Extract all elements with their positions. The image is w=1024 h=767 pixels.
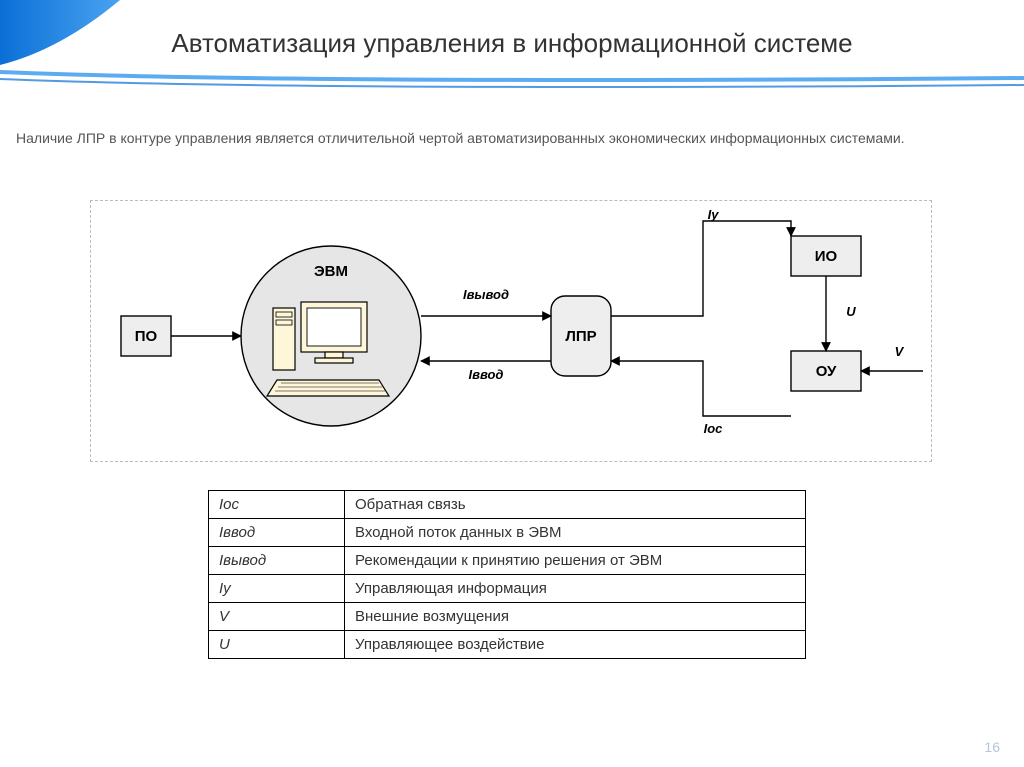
edge-lpr-evm-in-label: Iввод (469, 367, 504, 382)
edge-evm-lpr-out-label: Iвывод (463, 287, 509, 302)
intro-text: Наличие ЛПР в контуре управления являетс… (16, 125, 1008, 152)
legend-symbol: Iввод (209, 519, 345, 547)
legend-symbol: Iос (209, 491, 345, 519)
legend-symbol: V (209, 603, 345, 631)
table-row: VВнешние возмущения (209, 603, 806, 631)
legend-desc: Обратная связь (345, 491, 806, 519)
table-row: IвводВходной поток данных в ЭВМ (209, 519, 806, 547)
edge-io-oy-label: U (846, 304, 856, 319)
legend-symbol: U (209, 631, 345, 659)
legend-table: IосОбратная связьIвводВходной поток данн… (208, 490, 806, 659)
diagram-frame: ЭВМ ПО ЛПР ИО ОУ Iвывод Iввод Iу U Iос V (90, 200, 932, 462)
page-title: Автоматизация управления в информационно… (0, 28, 1024, 59)
legend-desc: Входной поток данных в ЭВМ (345, 519, 806, 547)
legend-desc: Внешние возмущения (345, 603, 806, 631)
legend-desc: Рекомендации к принятию решения от ЭВМ (345, 547, 806, 575)
edge-oy-lpr (611, 361, 791, 416)
table-row: IвыводРекомендации к принятию решения от… (209, 547, 806, 575)
legend-desc: Управляющее воздействие (345, 631, 806, 659)
legend-symbol: Iу (209, 575, 345, 603)
table-row: IуУправляющая информация (209, 575, 806, 603)
table-row: UУправляющее воздействие (209, 631, 806, 659)
node-lpr-label: ЛПР (565, 328, 596, 345)
node-po-label: ПО (135, 328, 158, 345)
legend-desc: Управляющая информация (345, 575, 806, 603)
node-evm-label: ЭВМ (314, 263, 348, 280)
edge-lpr-io (611, 221, 791, 316)
edge-oy-lpr-label: Iос (704, 421, 724, 436)
node-io-label: ИО (815, 248, 838, 265)
node-oy-label: ОУ (816, 363, 837, 380)
edge-lpr-io-label: Iу (708, 207, 720, 222)
diagram: ЭВМ ПО ЛПР ИО ОУ Iвывод Iввод Iу U Iос V (91, 201, 931, 461)
legend-symbol: Iвывод (209, 547, 345, 575)
edge-v-oy-label: V (895, 344, 905, 359)
page-number: 16 (984, 739, 1000, 755)
table-row: IосОбратная связь (209, 491, 806, 519)
